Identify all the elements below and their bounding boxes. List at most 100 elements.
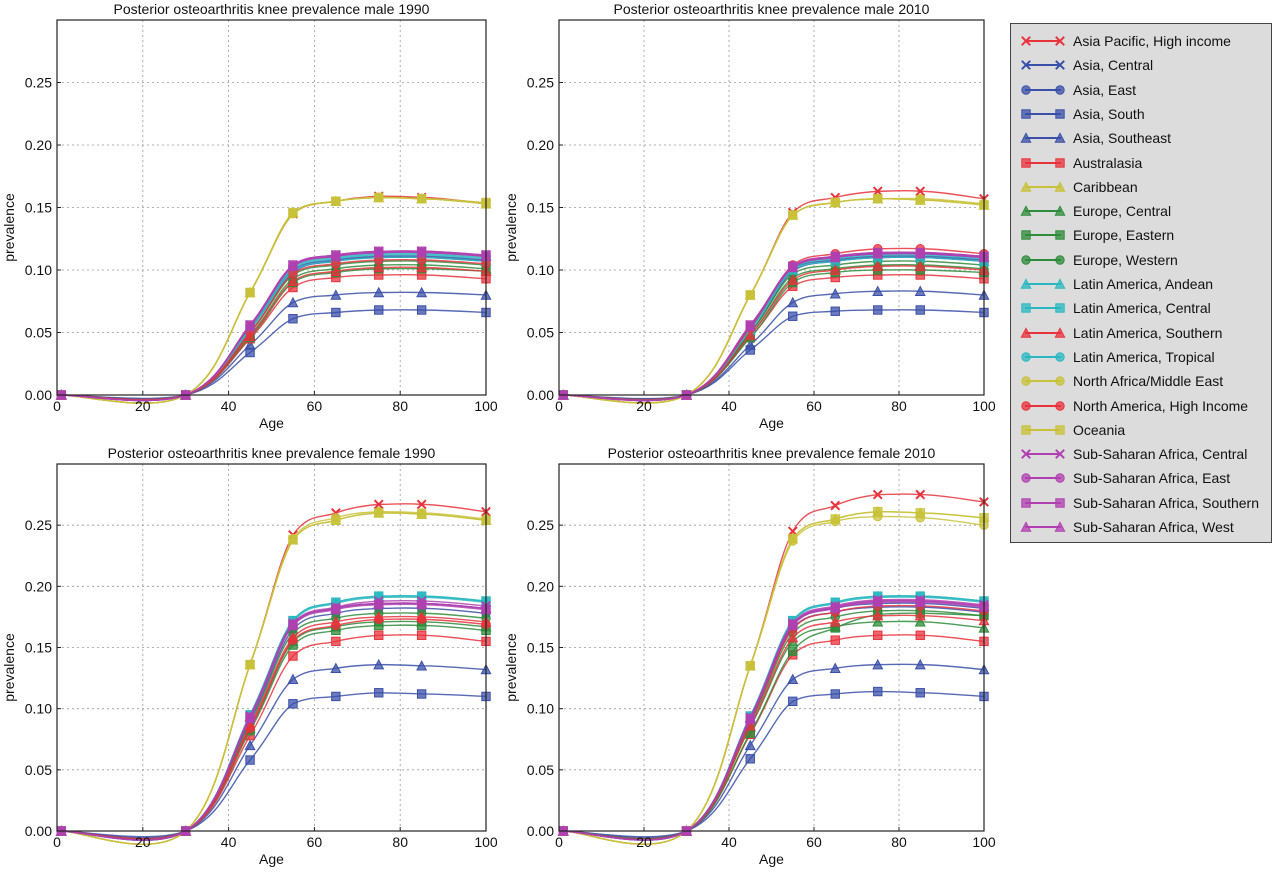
x-tick-label: 60	[806, 834, 822, 850]
x-tick-label: 60	[307, 398, 323, 414]
chart-title: Posterior osteoarthritis knee prevalence…	[108, 445, 436, 461]
series-line	[61, 618, 487, 840]
data-point	[744, 320, 756, 331]
y-tick-label: 0.05	[25, 325, 52, 341]
legend-label: Asia, South	[1073, 105, 1145, 122]
data-point	[288, 535, 298, 545]
y-tick-label: 0.00	[25, 823, 52, 839]
data-point	[416, 614, 427, 625]
data-point	[914, 616, 926, 627]
legend-marker	[1021, 60, 1031, 71]
data-point	[830, 197, 840, 208]
legend-marker-icon	[1021, 449, 1065, 460]
x-tick-label: 0	[53, 834, 61, 850]
legend-marker-icon	[1021, 36, 1065, 46]
legend-marker	[1055, 352, 1065, 362]
legend-item: Asia, East	[1011, 78, 1273, 102]
data-point	[416, 597, 428, 609]
series-line	[563, 309, 985, 400]
data-point	[914, 285, 926, 296]
legend-label: Europe, Western	[1073, 251, 1178, 268]
data-point	[745, 661, 755, 671]
y-tick-label: 0.15	[25, 640, 52, 656]
data-point	[745, 290, 755, 300]
series-line	[563, 604, 985, 841]
data-point	[330, 602, 342, 614]
legend-marker	[1021, 109, 1031, 119]
x-tick-label: 20	[636, 834, 652, 850]
legend-marker	[1055, 376, 1065, 386]
legend-marker-icon	[1021, 254, 1065, 265]
y-tick-label: 0.20	[25, 578, 52, 594]
legend-marker	[1021, 84, 1031, 95]
legend: Asia Pacific, High income Asia, Central As…	[1010, 23, 1272, 543]
data-point	[787, 618, 799, 629]
legend-marker	[1021, 254, 1031, 265]
legend-marker-icon	[1021, 400, 1065, 411]
x-axis-label: Age	[759, 851, 784, 867]
series-line	[61, 615, 487, 841]
data-point	[873, 630, 883, 640]
legend-label: Asia, Southeast	[1073, 130, 1172, 147]
data-point	[373, 261, 385, 273]
legend-marker	[1055, 36, 1065, 46]
legend-marker	[1021, 303, 1031, 313]
data-point	[873, 686, 883, 697]
x-tick-label: 60	[307, 834, 323, 850]
legend-marker	[1020, 205, 1032, 216]
data-point	[374, 192, 384, 203]
legend-label: Sub-Saharan Africa, Central	[1073, 446, 1248, 463]
chart-title: Posterior osteoarthritis knee prevalence…	[614, 1, 930, 17]
data-point	[374, 688, 384, 698]
x-tick-label: 20	[135, 834, 151, 850]
series-line	[563, 606, 985, 841]
series-line	[563, 612, 985, 840]
legend-marker-icon	[1020, 521, 1066, 532]
legend-item: Europe, Eastern	[1011, 223, 1273, 247]
data-point	[287, 260, 299, 271]
y-tick-label: 0.05	[527, 325, 554, 341]
data-point	[416, 305, 427, 315]
data-point	[288, 314, 298, 324]
data-point	[872, 247, 884, 259]
data-point	[915, 305, 925, 315]
legend-marker	[1021, 425, 1031, 435]
data-point	[830, 689, 840, 699]
x-tick-label: 100	[474, 398, 498, 414]
legend-marker	[1055, 157, 1065, 168]
legend-marker	[1055, 400, 1065, 411]
data-point	[914, 658, 926, 670]
legend-marker	[1020, 132, 1032, 143]
data-point	[787, 673, 799, 685]
legend-marker	[1021, 376, 1031, 386]
data-point	[373, 658, 385, 670]
legend-label: North Africa/Middle East	[1073, 373, 1224, 390]
data-point	[330, 250, 342, 261]
legend-marker	[1055, 109, 1065, 119]
series-line	[61, 607, 487, 841]
data-point	[416, 246, 428, 258]
data-point	[788, 696, 798, 707]
legend-marker	[1055, 497, 1065, 508]
legend-marker	[1020, 326, 1032, 338]
legend-label: Europe, Central	[1073, 203, 1172, 220]
data-point	[416, 660, 428, 671]
x-tick-label: 100	[972, 398, 996, 414]
data-point	[915, 508, 925, 518]
data-point	[872, 489, 883, 500]
legend-marker-icon	[1020, 181, 1066, 192]
legend-marker	[1021, 157, 1031, 168]
legend-marker-icon	[1021, 497, 1065, 508]
data-point	[872, 609, 884, 621]
y-tick-label: 0.05	[527, 762, 554, 778]
legend-label: Sub-Saharan Africa, East	[1073, 470, 1231, 487]
legend-marker	[1055, 230, 1065, 241]
data-point	[745, 754, 755, 764]
legend-item: Asia, Southeast	[1011, 126, 1273, 150]
data-point	[373, 286, 385, 298]
data-point	[872, 595, 884, 606]
data-point	[330, 265, 342, 276]
legend-label: Asia, East	[1073, 81, 1137, 98]
data-point	[830, 500, 841, 511]
